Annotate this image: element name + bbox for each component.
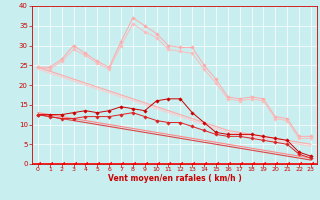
X-axis label: Vent moyen/en rafales ( km/h ): Vent moyen/en rafales ( km/h ) (108, 174, 241, 183)
